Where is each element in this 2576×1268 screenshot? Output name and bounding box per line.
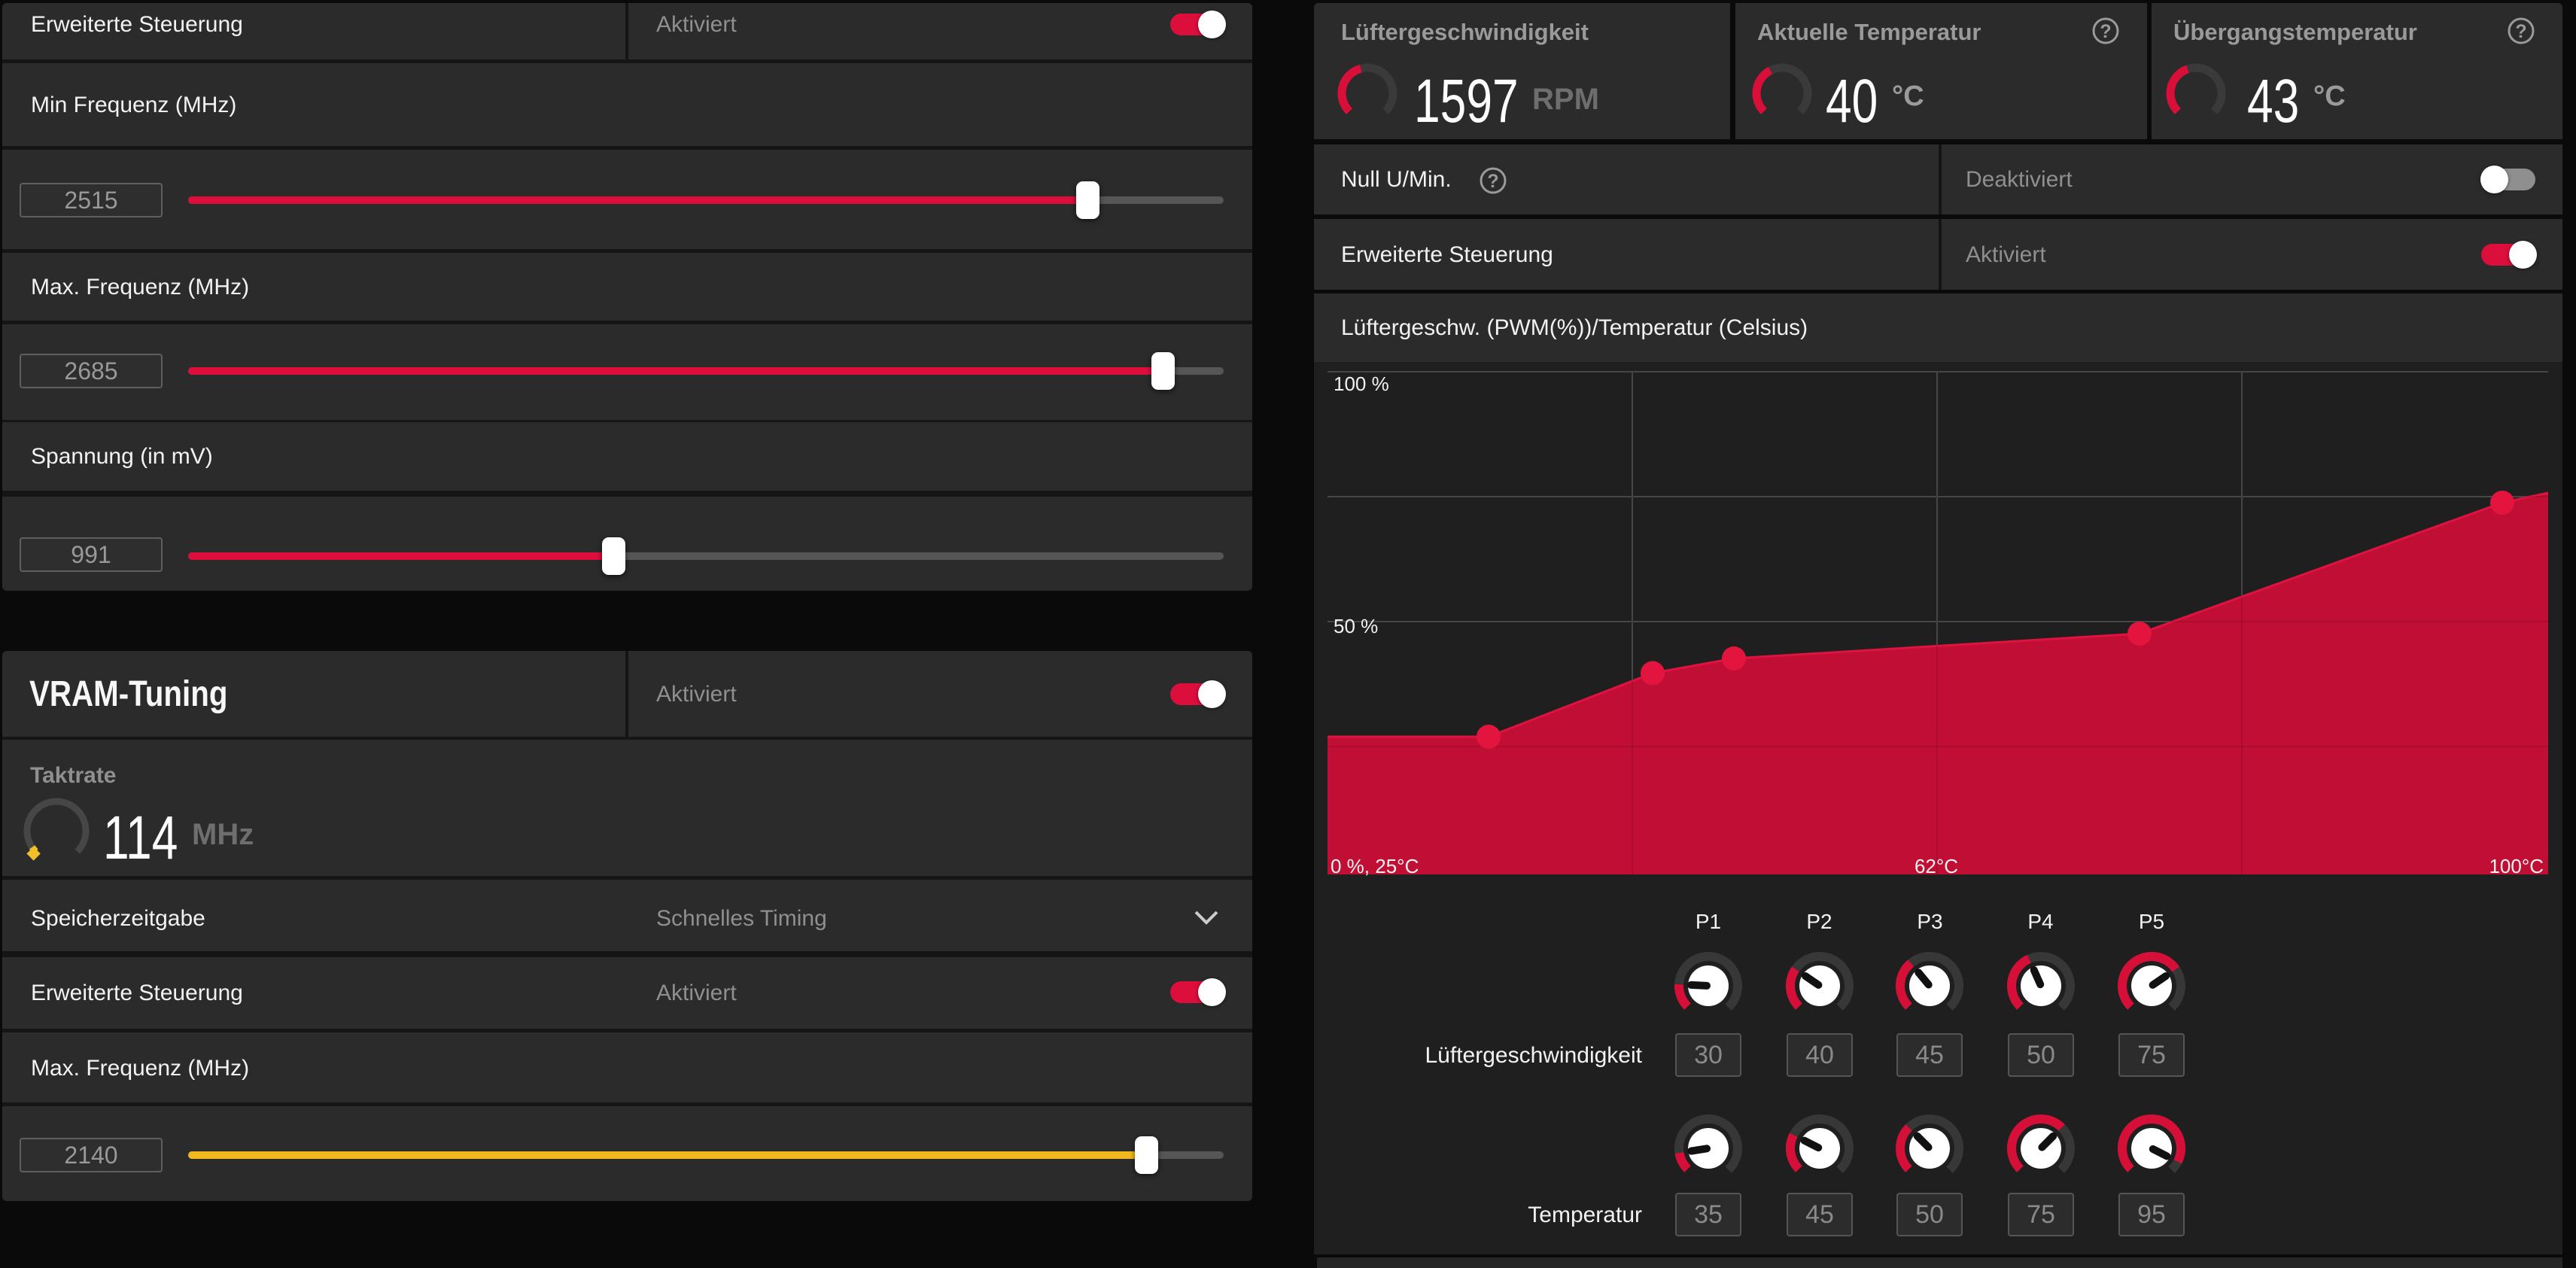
svg-text:?: ? [2515, 21, 2526, 42]
svg-text:?: ? [1487, 171, 1498, 192]
svg-text:?: ? [2100, 21, 2111, 42]
